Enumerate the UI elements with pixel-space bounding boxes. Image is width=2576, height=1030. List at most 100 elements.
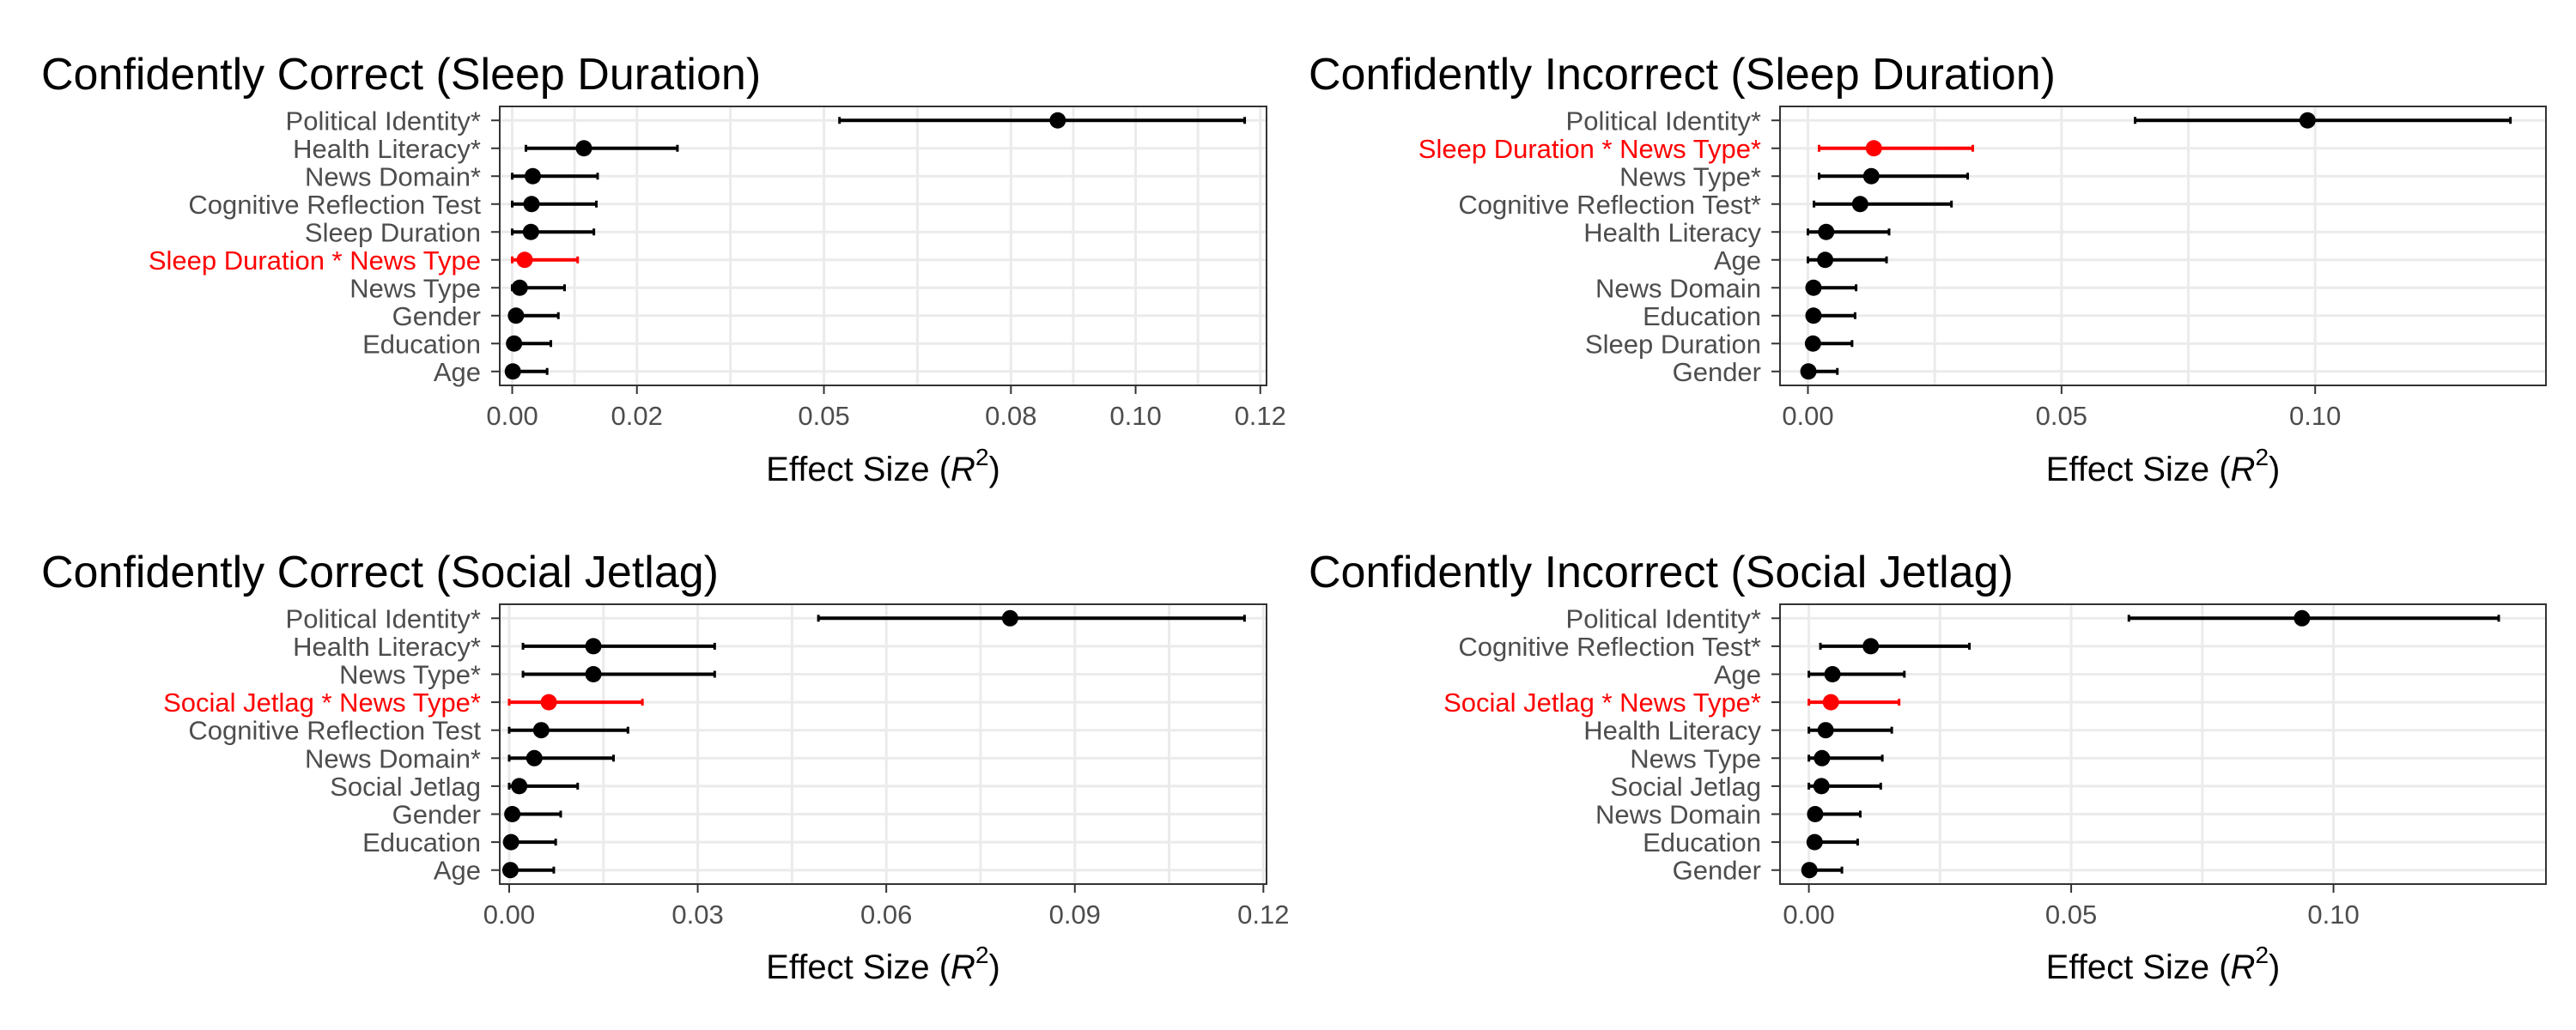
row-label: Age <box>1714 660 1761 690</box>
x-axis-label-var: R <box>2231 948 2256 986</box>
estimate-point <box>511 279 528 296</box>
row-label: Social Jetlag * News Type* <box>163 688 481 718</box>
x-tick-label: 0.03 <box>671 900 723 930</box>
row-label: Sleep Duration <box>1585 329 1761 359</box>
estimate-point <box>1805 279 1822 296</box>
row-label: Education <box>1643 827 1761 857</box>
estimate-point <box>1817 722 1834 739</box>
row-label: Age <box>434 856 481 886</box>
x-tick-label: 0.10 <box>1109 401 1161 431</box>
row-label: Sleep Duration <box>305 217 481 247</box>
row-label: Political Identity* <box>286 603 481 633</box>
row-label: Cognitive Reflection Test* <box>1458 632 1761 662</box>
forest-panel: Confidently Incorrect (Sleep Duration) Po… <box>1309 50 2547 488</box>
estimate-point <box>1806 833 1823 851</box>
estimate-point <box>504 363 521 380</box>
x-axis-label-prefix: Effect Size ( <box>766 948 951 986</box>
estimate-point <box>1817 251 1834 269</box>
x-tick-label: 0.02 <box>611 401 663 431</box>
estimate-point <box>540 694 557 711</box>
estimate-point <box>524 167 541 185</box>
estimate-point <box>1824 666 1841 682</box>
x-tick-label: 0.00 <box>1783 900 1834 930</box>
estimate-point <box>1865 140 1882 157</box>
x-tick-label: 0.09 <box>1049 900 1101 930</box>
row-label: News Domain* <box>305 161 481 191</box>
row-label: Age <box>434 357 481 387</box>
row-label: News Domain <box>1595 800 1761 830</box>
forest-panel: Confidently Correct (Sleep Duration) Poli… <box>41 50 1286 488</box>
x-axis-label-prefix: Effect Size ( <box>2046 451 2232 488</box>
estimate-point <box>1805 307 1822 324</box>
panel-title: Confidently Correct (Social Jetlag) <box>41 548 719 597</box>
panel-border <box>499 106 1267 386</box>
x-axis-label-prefix: Effect Size ( <box>766 451 951 488</box>
x-tick-label: 0.05 <box>798 401 849 431</box>
panel-title: Confidently Incorrect (Sleep Duration) <box>1309 50 2056 100</box>
estimate-point <box>506 335 523 352</box>
forest-panel: Confidently Incorrect (Social Jetlag) Pol… <box>1309 548 2547 986</box>
x-axis-label-suffix: ) <box>2269 948 2280 986</box>
panel-title: Confidently Incorrect (Social Jetlag) <box>1309 548 2014 597</box>
row-label: Political Identity* <box>286 106 481 136</box>
row-label: Gender <box>392 800 481 830</box>
panel-title: Confidently Correct (Sleep Duration) <box>41 50 761 100</box>
x-tick-label: 0.00 <box>486 401 538 431</box>
row-label: Social Jetlag <box>330 772 481 802</box>
estimate-point <box>1814 749 1831 766</box>
row-label: Health Literacy* <box>293 134 481 164</box>
row-label: News Type* <box>339 660 481 690</box>
row-label: News Type <box>1630 743 1761 773</box>
estimate-point <box>575 140 592 157</box>
estimate-point <box>501 862 519 879</box>
x-tick-label: 0.12 <box>1235 401 1286 431</box>
row-label: News Type* <box>1619 161 1761 191</box>
x-tick-label: 0.00 <box>1782 401 1833 431</box>
estimate-point <box>504 806 521 822</box>
x-axis-label: Effect Size (R2) <box>766 444 1000 488</box>
panel-border <box>1779 106 2547 386</box>
row-label: Social Jetlag <box>1610 772 1761 802</box>
row-label: Health Literacy <box>1583 716 1761 746</box>
x-tick-label: 0.06 <box>860 900 912 930</box>
row-label: News Domain <box>1595 273 1761 303</box>
row-label: Cognitive Reflection Test <box>188 190 481 220</box>
row-label: Age <box>1714 245 1761 276</box>
estimate-point <box>502 833 519 851</box>
x-axis-label-var: R <box>2231 451 2256 488</box>
estimate-point <box>1822 694 1839 711</box>
row-label: Cognitive Reflection Test <box>188 716 481 746</box>
row-label: Education <box>362 329 481 359</box>
estimate-point <box>1001 609 1018 627</box>
forest-panel: Confidently Correct (Social Jetlag) Polit… <box>41 548 1290 986</box>
x-axis-label-sup: 2 <box>2255 444 2269 470</box>
x-tick-label: 0.10 <box>2289 401 2341 431</box>
panels-container: Confidently Correct (Sleep Duration) Poli… <box>41 50 2547 986</box>
x-axis-label: Effect Size (R2) <box>2046 942 2281 986</box>
estimate-point <box>1804 335 1821 352</box>
estimate-point <box>585 666 602 682</box>
panel-border <box>499 603 1267 885</box>
row-label: Social Jetlag * News Type* <box>1443 688 1761 718</box>
row-label: Education <box>362 827 481 857</box>
estimate-point <box>516 251 533 269</box>
estimate-point <box>526 749 543 766</box>
estimate-point <box>1049 112 1066 129</box>
row-label: Sleep Duration * News Type* <box>1419 134 1761 164</box>
row-label: Political Identity* <box>1566 106 1761 136</box>
x-axis-label-sup: 2 <box>2255 942 2269 968</box>
estimate-point <box>585 638 602 655</box>
row-label: Health Literacy <box>1583 217 1761 247</box>
row-label: Gender <box>1673 357 1761 387</box>
estimate-point <box>2299 112 2316 129</box>
x-axis-label: Effect Size (R2) <box>766 942 1000 986</box>
row-label: Cognitive Reflection Test* <box>1458 190 1761 220</box>
x-tick-label: 0.12 <box>1237 900 1289 930</box>
x-axis-label-sup: 2 <box>975 942 989 968</box>
x-tick-label: 0.08 <box>985 401 1036 431</box>
row-label: Health Literacy* <box>293 632 481 662</box>
estimate-point <box>511 778 528 795</box>
estimate-point <box>1818 223 1835 240</box>
x-axis-label-sup: 2 <box>975 444 989 470</box>
